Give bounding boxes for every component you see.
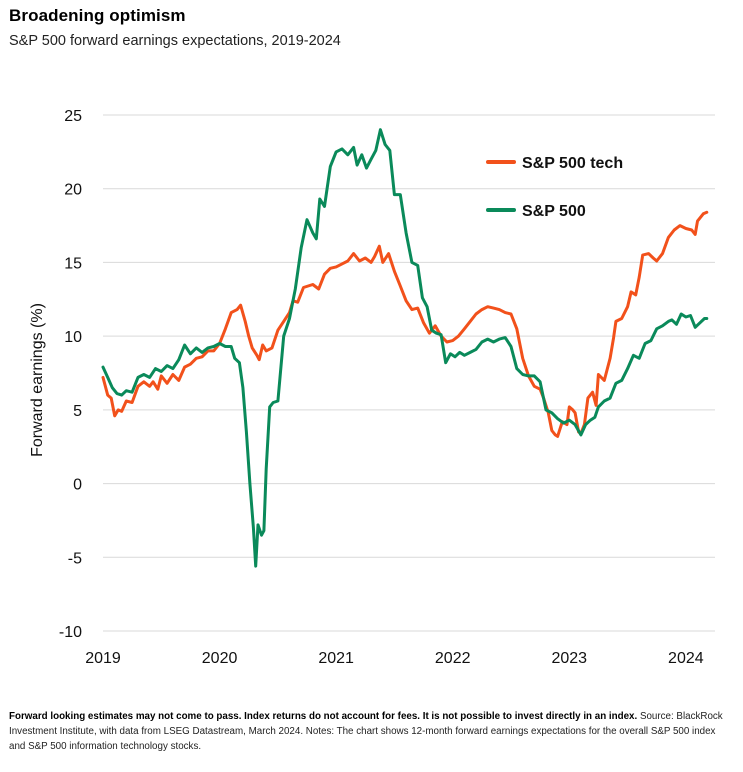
legend: S&P 500 tech S&P 500 [486, 155, 623, 220]
x-tick-label: 2021 [318, 650, 354, 667]
x-tick-label: 2022 [435, 650, 471, 667]
y-tick-label: 0 [73, 477, 82, 494]
series-lines [101, 128, 709, 568]
y-tick-label: 15 [64, 255, 82, 272]
line-chart: -10 -5 0 5 10 15 20 25 2019 2020 2021 2022 2023 2024… [29, 108, 715, 667]
footnote-source: Source: BlackRock Investment Institute, … [9, 711, 723, 752]
chart-title: Broadening optimism [9, 6, 186, 25]
gridlines [103, 114, 715, 632]
footnote: Forward looking estimates may not come t… [9, 709, 731, 754]
x-tick-label: 2023 [551, 650, 587, 667]
y-axis-ticks: -10 -5 0 5 10 15 20 25 [59, 108, 82, 641]
y-tick-label: -5 [68, 550, 82, 567]
y-tick-label: 20 [64, 182, 82, 199]
series-line-tech [101, 210, 709, 438]
x-tick-label: 2024 [668, 650, 704, 667]
legend-label-tech: S&P 500 tech [522, 155, 623, 172]
y-axis-label: Forward earnings (%) [29, 303, 46, 457]
x-tick-label: 2020 [202, 650, 238, 667]
x-tick-label: 2019 [85, 650, 121, 667]
x-axis-ticks: 2019 2020 2021 2022 2023 2024 [85, 650, 704, 667]
series-line-sp500 [101, 128, 709, 568]
y-tick-label: 25 [64, 108, 82, 125]
legend-label-sp500: S&P 500 [522, 203, 586, 220]
y-tick-label: 5 [73, 403, 82, 420]
footnote-disclaimer: Forward looking estimates may not come t… [9, 711, 638, 722]
y-tick-label: 10 [64, 329, 82, 346]
chart-subtitle: S&P 500 forward earnings expectations, 2… [9, 33, 341, 49]
y-tick-label: -10 [59, 624, 82, 641]
